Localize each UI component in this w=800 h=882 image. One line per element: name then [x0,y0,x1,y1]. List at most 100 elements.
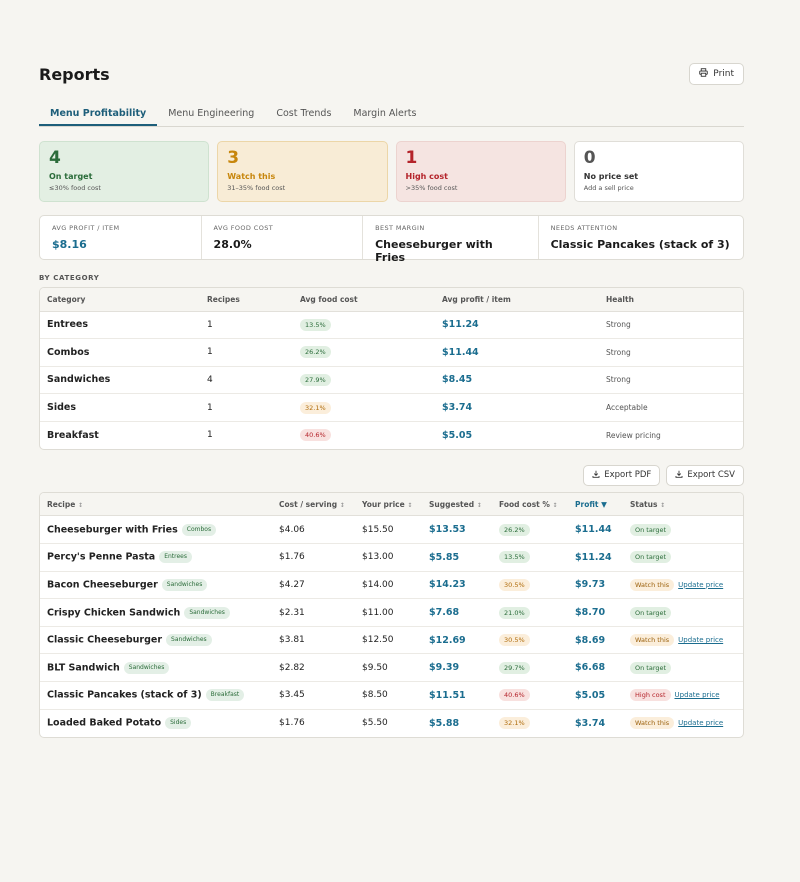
column-header-status[interactable]: Status ↕ [623,492,743,517]
table-row[interactable]: Loaded Baked Potato Sides $1.76 $5.50 $5.88 3… [40,709,743,737]
status-card-on-target[interactable]: 4 On target ≤30% food cost [39,141,210,202]
column-header-recipe[interactable]: Recipe ↕ [40,492,272,517]
recipe-count: 1 [200,393,293,422]
recipe-table-header: Recipe ↕ Cost / serving ↕ Your price ↕ Sugg… [40,492,743,517]
printer-icon [699,68,709,80]
recipe-table-card: Recipe ↕ Cost / serving ↕ Your price ↕ Sugg… [39,491,744,738]
recipe-name[interactable]: Classic Pancakes (stack of 3) [47,689,202,701]
update-price-link[interactable]: Update price [674,691,720,700]
profit-value: $8.70 [568,598,623,627]
sort-icon[interactable]: ↕ [407,501,413,509]
profit-value: $3.74 [575,717,606,729]
table-row[interactable]: Percy's Penne Pasta Entrees $1.76 $13.00 $5.… [40,543,743,572]
profit-value: $11.24 [568,543,623,572]
food-cost-pill: 26.2% [300,346,331,359]
sort-icon[interactable]: ↕ [476,501,482,509]
status-count: 1 [405,148,418,168]
suggested-price: $14.23 [422,571,492,600]
recipe-count: 1 [207,430,213,441]
export-pdf-button[interactable]: Export PDF [583,464,661,486]
recipe-name[interactable]: BLT Sandwich [47,662,120,674]
metric-value: Classic Pancakes (stack of 3) [550,238,730,251]
recipe-name[interactable]: Classic Cheeseburger [47,634,163,646]
food-cost-pill: 26.2% [499,523,530,536]
recipe-count: 1 [200,338,293,367]
column-header-food-cost[interactable]: Food cost % ↕ [492,492,568,517]
table-row[interactable]: Classic Cheeseburger Sandwiches $3.81 $12.5… [40,626,743,655]
sort-icon[interactable]: ↕ [77,501,83,509]
recipe-count: 1 [200,311,293,340]
export-csv-button[interactable]: Export CSV [666,464,744,486]
recipe-name[interactable]: Bacon Cheeseburger [47,579,158,591]
update-price-link[interactable]: Update price [678,580,724,589]
tab-cost-trends[interactable]: Cost Trends [276,108,332,119]
sort-desc-icon[interactable]: ▼ [601,499,607,509]
sort-icon[interactable]: ↕ [552,501,558,509]
avg-profit: $5.05 [442,429,473,441]
status-cell: On target [623,515,743,545]
sort-icon[interactable]: ↕ [660,501,666,509]
status-cell: Watch this Update price [623,709,743,737]
status-card-watch-this[interactable]: 3 Watch this 31–35% food cost [217,141,388,202]
reports-page: Reports Print Menu Profitability Menu Eng… [39,60,744,738]
column-header-cost-serving[interactable]: Cost / serving ↕ [272,492,355,517]
recipe-name[interactable]: Crispy Chicken Sandwich [47,607,181,619]
status-badge: On target [630,551,672,564]
status-badge: Watch this [630,634,675,647]
recipe-count: 4 [200,366,293,395]
status-count: 0 [583,148,596,168]
health-status: Review pricing [606,430,661,440]
avg-food-cost-cell: 32.1% [293,393,435,422]
column-header-your-price[interactable]: Your price ↕ [355,492,422,517]
by-category-heading: BY CATEGORY [39,274,100,282]
recipe-name[interactable]: Percy's Penne Pasta [47,551,156,563]
status-card-no-price-set[interactable]: 0 No price set Add a sell price [573,141,744,202]
metric-label: NEEDS ATTENTION [550,224,618,232]
food-cost-pill: 27.9% [300,373,331,386]
sort-icon[interactable]: ↕ [339,501,345,509]
category-badge: Breakfast [205,689,245,702]
profit-value: $5.05 [568,681,623,710]
tab-margin-alerts[interactable]: Margin Alerts [353,108,417,119]
recipe-cell: Classic Cheeseburger Sandwiches [40,626,272,655]
metric-label: BEST MARGIN [375,224,425,232]
column-header-label: Recipe [47,499,76,509]
recipe-cell: Classic Pancakes (stack of 3) Breakfast [40,681,272,710]
status-label: High cost [405,172,448,181]
column-header-label: Profit [575,499,599,509]
your-price: $8.50 [355,681,422,710]
table-row[interactable]: Bacon Cheeseburger Sandwiches $4.27 $14.00 $… [40,571,743,600]
table-row[interactable]: Classic Pancakes (stack of 3) Breakfast $3… [40,681,743,710]
status-cell: High cost Update price [623,681,743,710]
update-price-link[interactable]: Update price [678,636,724,645]
table-row[interactable]: Cheeseburger with Fries Combos $4.06 $15.50… [40,515,743,545]
print-button[interactable]: Print [689,63,744,85]
suggested-price: $7.68 [422,598,492,627]
tab-menu-profitability[interactable]: Menu Profitability [39,102,158,126]
column-header-suggested[interactable]: Suggested ↕ [422,492,492,517]
column-header-health: Health [599,288,743,312]
recipe-cell: Percy's Penne Pasta Entrees [40,543,272,572]
health-status: Strong [599,366,743,395]
category-badge: Sandwiches [161,578,208,591]
your-price: $9.50 [355,653,422,683]
status-label: On target [49,172,93,181]
food-cost-pill: 13.5% [499,551,530,564]
category-table-header: Category Recipes Avg food cost Avg profit /… [40,288,743,312]
food-cost-cell: 13.5% [492,543,568,572]
column-header-avg-profit-item: Avg profit / item [435,288,599,312]
update-price-link[interactable]: Update price [678,719,724,728]
status-card-high-cost[interactable]: 1 High cost >35% food cost [395,141,566,202]
food-cost-pill: 32.1% [499,717,530,730]
table-row[interactable]: Crispy Chicken Sandwich Sandwiches $2.31 $1… [40,598,743,627]
metric-value: 28.0% [213,238,252,251]
tab-menu-engineering[interactable]: Menu Engineering [168,108,255,119]
column-header-profit[interactable]: Profit ▼ [568,492,623,517]
recipe-name[interactable]: Cheeseburger with Fries [47,524,178,536]
recipe-name[interactable]: Loaded Baked Potato [47,717,162,729]
column-header-label: Your price [362,499,405,509]
recipe-cell: Crispy Chicken Sandwich Sandwiches [40,598,272,627]
status-badge: On target [630,606,672,619]
avg-food-cost-cell: 13.5% [293,311,435,340]
table-row[interactable]: BLT Sandwich Sandwiches $2.82 $9.50 $9.39 29.… [40,653,743,683]
